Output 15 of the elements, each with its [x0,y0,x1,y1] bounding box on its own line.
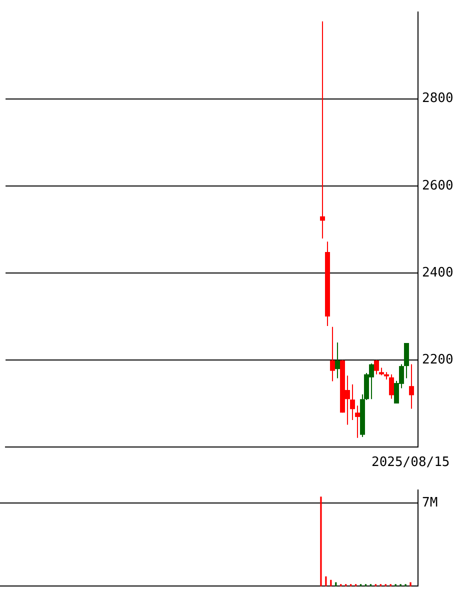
candlestick [350,384,355,421]
candlestick [374,359,379,375]
candlestick [409,364,414,410]
candlestick [389,374,394,400]
y-tick-label: 7M [422,495,438,510]
candlestick [335,342,340,379]
candlestick [330,326,335,382]
candlestick [320,20,325,240]
y-tick-label: 2800 [422,91,454,106]
y-tick-label: 2400 [422,265,454,280]
candlestick [355,405,360,438]
candlestick [404,342,409,379]
x-tick-label: 2025/08/15 [371,455,450,470]
y-tick-label: 2600 [422,178,454,194]
y-tick-label: 2200 [422,352,454,368]
